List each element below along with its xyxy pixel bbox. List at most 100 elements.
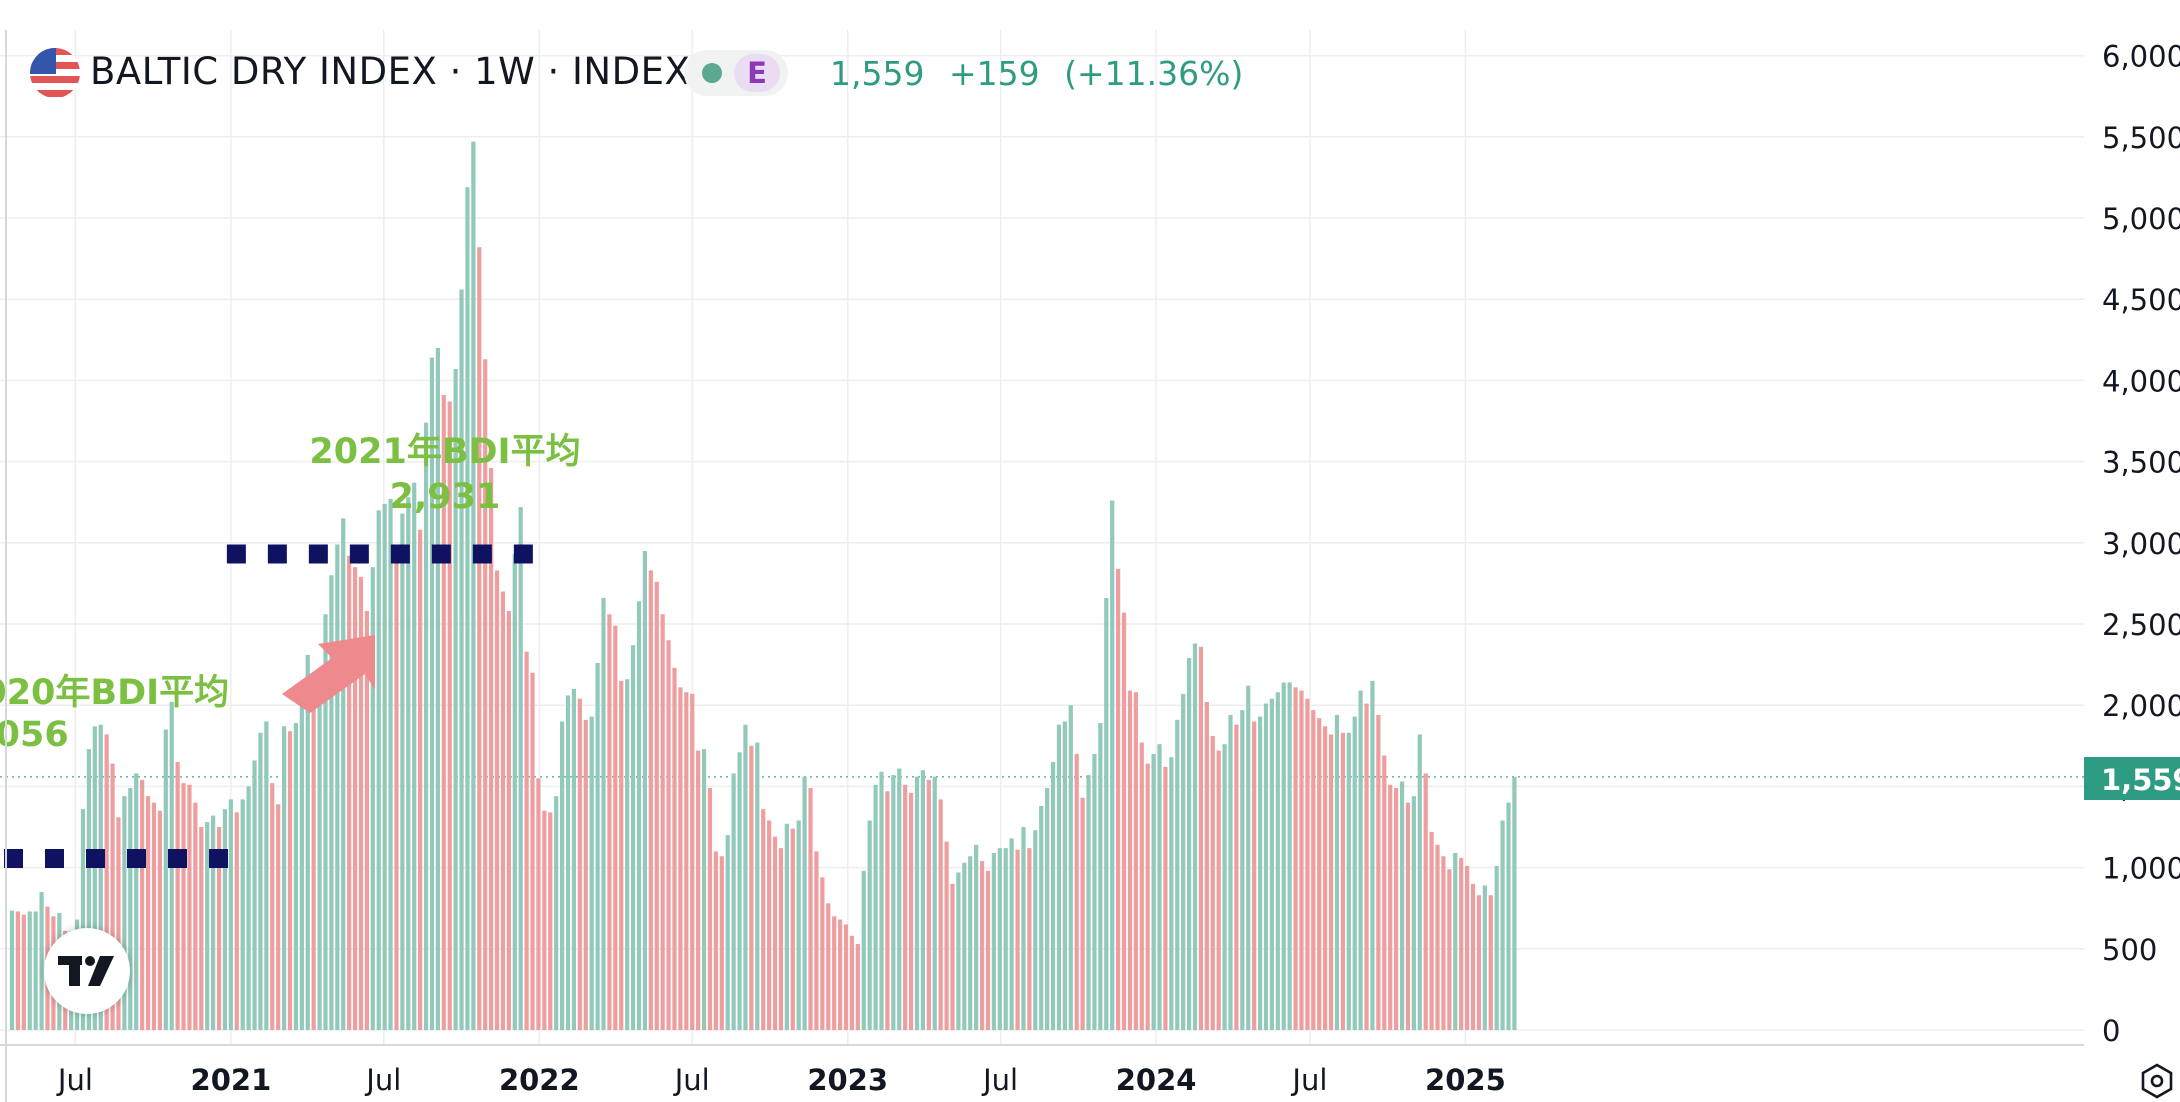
bar — [985, 870, 991, 1030]
bar — [962, 862, 967, 1030]
bar — [1500, 820, 1505, 1030]
bar — [1352, 716, 1357, 1030]
bar — [1281, 682, 1286, 1030]
annotation-2020-title: 2020年BDI平均 — [0, 673, 229, 713]
bar — [1104, 598, 1109, 1030]
bar — [1488, 895, 1493, 1030]
bar — [406, 497, 411, 1031]
bar — [305, 654, 310, 1030]
bar — [755, 742, 760, 1030]
bar — [607, 614, 612, 1030]
bar — [832, 916, 837, 1030]
bar — [601, 598, 606, 1030]
bar — [719, 856, 724, 1030]
bar — [690, 693, 695, 1030]
bar — [932, 776, 937, 1030]
price-change-percent: (+11.36%) — [1064, 54, 1244, 93]
bar — [707, 788, 713, 1030]
bar — [1145, 763, 1150, 1030]
bar — [1062, 721, 1067, 1030]
bar — [317, 675, 322, 1030]
bar — [1346, 732, 1351, 1030]
bar — [86, 749, 91, 1030]
symbol-title[interactable]: BALTIC DRY INDEX · 1W · INDEX — [90, 50, 691, 93]
bar — [826, 903, 831, 1030]
bar — [642, 550, 647, 1030]
bar — [1405, 802, 1411, 1030]
settings-hexagon-icon[interactable] — [2138, 1062, 2176, 1100]
bar — [1074, 753, 1079, 1030]
bar — [554, 796, 559, 1030]
bar — [187, 784, 192, 1030]
bar — [648, 570, 653, 1030]
bar — [1186, 658, 1192, 1030]
bar — [625, 679, 630, 1030]
market-status-dot-icon — [702, 63, 722, 83]
bar — [1293, 687, 1298, 1030]
bar — [104, 734, 109, 1030]
bar — [784, 823, 789, 1030]
bar — [1399, 781, 1405, 1030]
bar — [1234, 724, 1239, 1030]
bar — [772, 836, 778, 1030]
bar — [1317, 718, 1322, 1030]
bar — [974, 844, 979, 1030]
bar — [335, 544, 340, 1030]
bar — [1151, 753, 1156, 1030]
trend-arrow — [282, 635, 375, 713]
bar — [21, 914, 26, 1030]
bar — [1323, 726, 1328, 1030]
bar — [737, 752, 742, 1030]
bar — [778, 848, 784, 1030]
bar — [1394, 788, 1399, 1030]
bar — [1476, 895, 1482, 1030]
bar — [1175, 719, 1180, 1030]
bar — [861, 870, 866, 1030]
bar — [376, 510, 381, 1030]
bar — [524, 651, 529, 1030]
bar — [879, 771, 884, 1030]
bar — [1033, 830, 1038, 1030]
bar — [1334, 714, 1340, 1030]
tradingview-logo-icon[interactable] — [44, 928, 130, 1014]
bar — [459, 289, 464, 1031]
bar — [1358, 690, 1363, 1030]
bar — [1435, 844, 1440, 1030]
bar — [1370, 680, 1375, 1030]
bar — [1009, 838, 1014, 1030]
bar — [1311, 710, 1316, 1030]
market-status-pill[interactable]: E — [684, 50, 788, 96]
chart-header: BALTIC DRY INDEX · 1W · INDEX E 1,559 +1… — [0, 0, 1300, 140]
bar — [684, 692, 689, 1030]
bar — [1453, 852, 1458, 1030]
bar — [494, 570, 500, 1030]
bar — [116, 817, 121, 1030]
bar — [489, 468, 494, 1031]
bar — [1127, 690, 1133, 1030]
bar — [956, 872, 961, 1030]
bar — [542, 810, 547, 1030]
bar — [27, 911, 32, 1030]
bar — [483, 359, 488, 1030]
bar — [1021, 827, 1026, 1030]
bar — [418, 529, 423, 1030]
bar — [802, 776, 807, 1030]
bar — [453, 369, 458, 1030]
bar — [1192, 643, 1198, 1030]
bar — [660, 614, 665, 1030]
bar — [1429, 831, 1434, 1030]
bar — [311, 677, 316, 1030]
bar — [447, 401, 452, 1030]
bar — [838, 919, 843, 1030]
bar — [1228, 714, 1233, 1030]
earnings-badge: E — [734, 54, 780, 92]
bar — [979, 861, 985, 1030]
bar — [749, 745, 754, 1030]
bar — [1464, 865, 1470, 1030]
bar — [1252, 721, 1257, 1030]
bar — [394, 550, 399, 1030]
bar — [903, 784, 908, 1030]
bar — [767, 820, 772, 1030]
bar — [944, 841, 949, 1030]
